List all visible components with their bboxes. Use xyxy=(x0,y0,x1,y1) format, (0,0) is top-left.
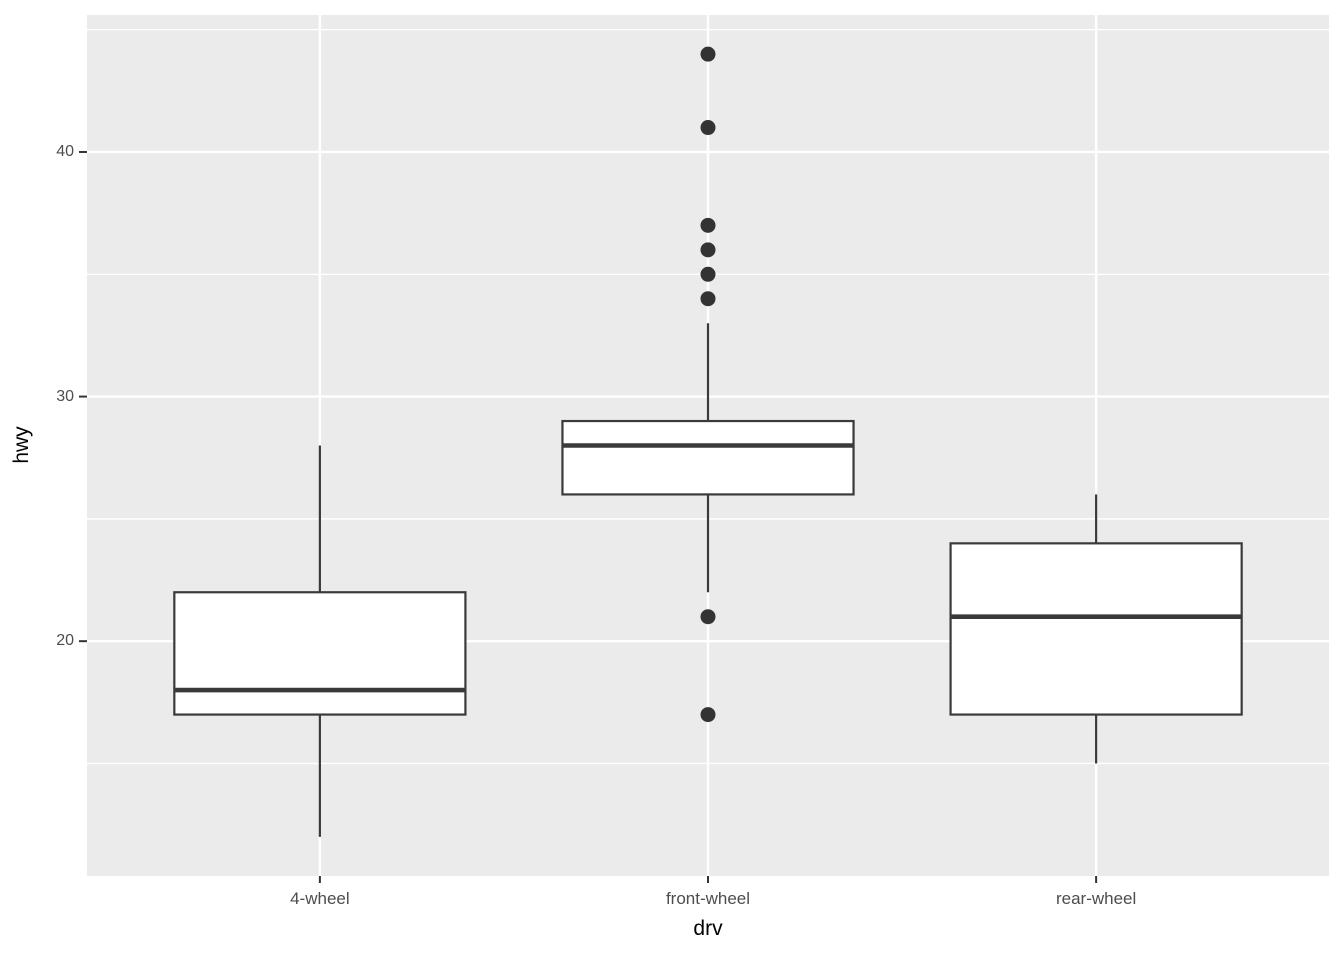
x-tick-label: rear-wheel xyxy=(1055,889,1137,908)
y-tick-label: 40 xyxy=(56,142,74,160)
x-axis-title: drv xyxy=(693,917,723,940)
y-axis-title: hwy xyxy=(10,426,33,464)
y-tick-label: 20 xyxy=(56,632,74,650)
x-tick-label: 4-wheel xyxy=(290,889,350,908)
x-tick-label: front-wheel xyxy=(665,889,751,908)
y-tick-label: 30 xyxy=(56,387,74,405)
plot-panel xyxy=(87,15,1329,876)
